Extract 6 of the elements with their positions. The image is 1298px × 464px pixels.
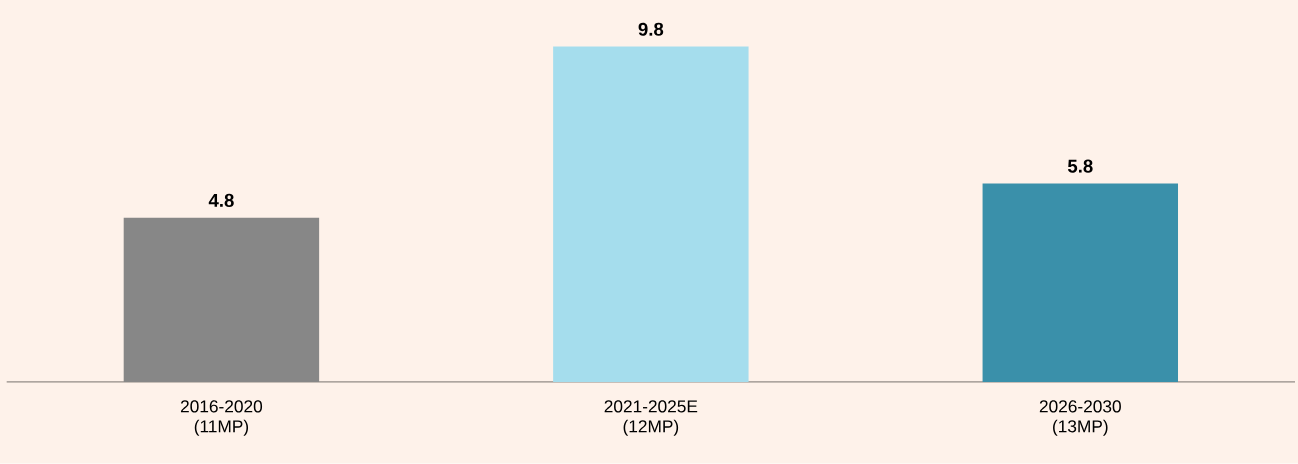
x-tick-label: 2016-2020 (11MP)	[180, 400, 263, 437]
x-tick-label: 2021-2025E (12MP)	[604, 400, 698, 437]
data-label: 9.8	[638, 22, 664, 36]
x-tick-label: 2026-2030 (13MP)	[1039, 400, 1121, 437]
data-label: 5.8	[1067, 159, 1093, 173]
data-label: 4.8	[208, 193, 234, 208]
